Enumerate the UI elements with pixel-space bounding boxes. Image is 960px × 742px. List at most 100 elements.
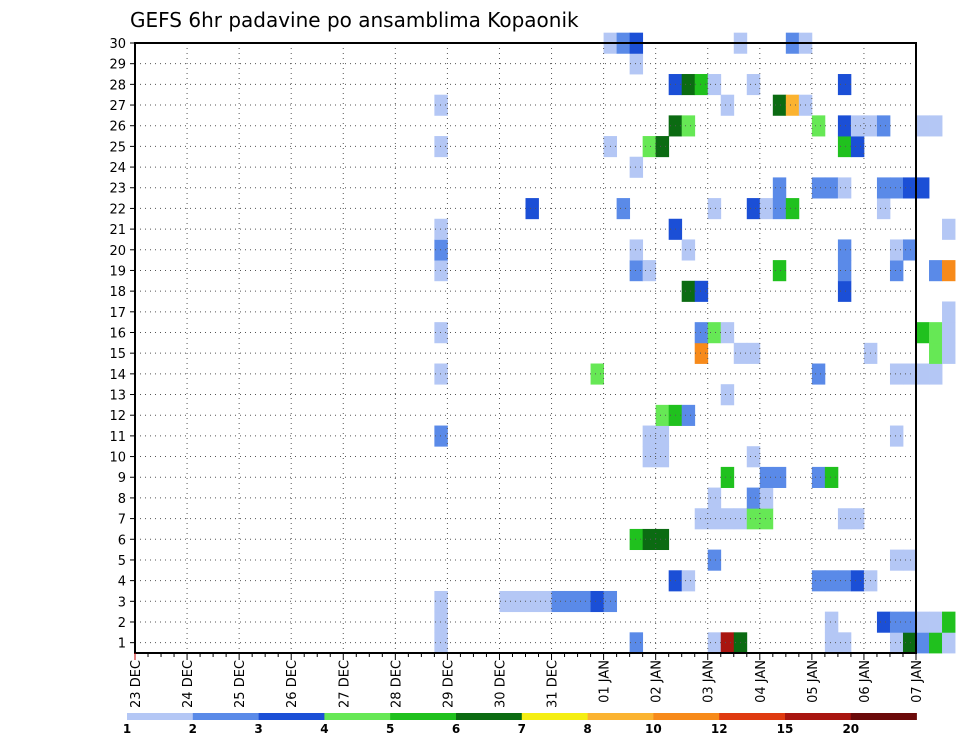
x-tick-label: 29 DEC [441, 660, 456, 708]
heatmap-cell [902, 611, 917, 633]
heatmap-cell [707, 487, 722, 509]
y-tick-label: 22 [109, 202, 126, 217]
heatmap-cell [694, 322, 709, 344]
y-tick-label: 13 [109, 389, 126, 404]
legend-level-label: 1 [123, 722, 131, 736]
heatmap-cell [434, 322, 448, 344]
x-tick-label: 23 DEC [129, 660, 144, 708]
y-tick-label: 26 [109, 120, 126, 135]
y-tick-label: 20 [109, 244, 126, 259]
heatmap-cell [655, 136, 670, 158]
chart-title: GEFS 6hr padavine po ansamblima Kopaonik [130, 8, 579, 32]
heatmap-cell [876, 115, 891, 137]
heatmap-cell [434, 239, 448, 261]
y-tick-label: 15 [109, 347, 126, 362]
heatmap-cell [629, 239, 644, 261]
legend-swatch [719, 713, 786, 720]
x-tick-label: 24 DEC [181, 660, 196, 708]
heatmap-cell [929, 115, 943, 137]
heatmap-cell [759, 508, 774, 530]
heatmap-cell [629, 53, 644, 75]
heatmap-cell [811, 177, 826, 199]
heatmap-cell [707, 322, 722, 344]
y-tick-label: 9 [118, 471, 126, 486]
heatmap-cell [824, 632, 839, 654]
heatmap-cell [824, 611, 839, 633]
x-tick-label: 26 DEC [285, 660, 300, 708]
heatmap-cell [785, 94, 800, 116]
heatmap-cell [681, 115, 696, 137]
heatmap-cell [655, 425, 670, 447]
heatmap-cell [929, 322, 943, 344]
heatmap-cell [759, 198, 774, 220]
legend-swatch [653, 713, 720, 720]
heatmap-cell [811, 466, 826, 488]
heatmap-cell [720, 632, 735, 654]
x-tick-label: 01 JAN [598, 660, 613, 703]
heatmap-cell [499, 590, 513, 613]
heatmap-cell [811, 115, 826, 137]
heatmap-cell [876, 177, 891, 199]
heatmap-cell [850, 115, 865, 137]
x-tick-label: 03 JAN [702, 660, 717, 703]
heatmap-cell [916, 322, 930, 344]
legend-level-label: 8 [583, 722, 591, 736]
heatmap-cell [681, 570, 696, 592]
heatmap-cell [434, 136, 448, 158]
heatmap-cell [889, 632, 904, 654]
x-tick-label: 04 JAN [754, 660, 769, 703]
heatmap-cell [616, 198, 631, 220]
heatmap-cell [837, 115, 852, 137]
y-tick-label: 19 [109, 264, 126, 279]
heatmap-cell [707, 198, 722, 220]
heatmap-cell [746, 74, 761, 96]
heatmap-cell [837, 280, 852, 302]
legend-level-label: 3 [254, 722, 262, 736]
heatmap-cell [811, 363, 826, 385]
heatmap-cell [720, 384, 735, 406]
heatmap-cell [434, 425, 448, 447]
heatmap-cell [525, 590, 539, 613]
heatmap-cell [655, 404, 670, 426]
heatmap-cell [929, 363, 943, 385]
heatmap-cell [629, 632, 644, 654]
heatmap-cell [916, 177, 930, 199]
y-tick-label: 25 [109, 140, 126, 155]
heatmap-cell [746, 446, 761, 468]
color-legend: 1 2 3 4 5 6 7 8 10 12 15 20 [123, 713, 917, 736]
heatmap-cell [434, 218, 448, 240]
heatmap-cell [929, 611, 943, 633]
x-tick-label: 07 JAN [910, 660, 925, 703]
y-tick-label: 16 [109, 326, 126, 341]
y-tick-label: 21 [109, 223, 126, 238]
y-tick-label: 28 [109, 78, 126, 93]
heatmap-cell [642, 528, 657, 551]
legend-swatch [258, 713, 325, 720]
heatmap-cell [694, 342, 709, 364]
legend-swatch [390, 713, 457, 720]
heatmap-cell [837, 136, 852, 158]
x-axis: 23 DEC 24 DEC 25 DEC 26 DEC 27 DEC 28 DEC 29 D… [129, 653, 925, 708]
legend-level-label: 20 [842, 722, 859, 736]
x-tick-label: 28 DEC [389, 660, 404, 708]
heatmap-cell [629, 156, 644, 178]
heatmap-cell [772, 94, 787, 116]
plot-frame [134, 42, 917, 654]
heatmap-cell [434, 611, 448, 633]
heatmap-cell [929, 342, 943, 364]
y-tick-label: 1 [118, 637, 126, 652]
heatmap-cell [824, 570, 839, 592]
heatmap-cell [889, 611, 904, 633]
heatmap-cell [916, 611, 930, 633]
heatmap-cell [434, 94, 448, 116]
heatmap-cell [837, 570, 852, 592]
legend-level-label: 10 [645, 722, 662, 736]
heatmap-cell [681, 239, 696, 261]
heatmap-cell [889, 549, 904, 571]
legend-swatch [456, 713, 523, 720]
heatmap-cell [889, 425, 904, 447]
y-tick-label: 8 [118, 492, 126, 507]
heatmap-cell [590, 363, 604, 385]
heatmap-cell [850, 570, 865, 592]
